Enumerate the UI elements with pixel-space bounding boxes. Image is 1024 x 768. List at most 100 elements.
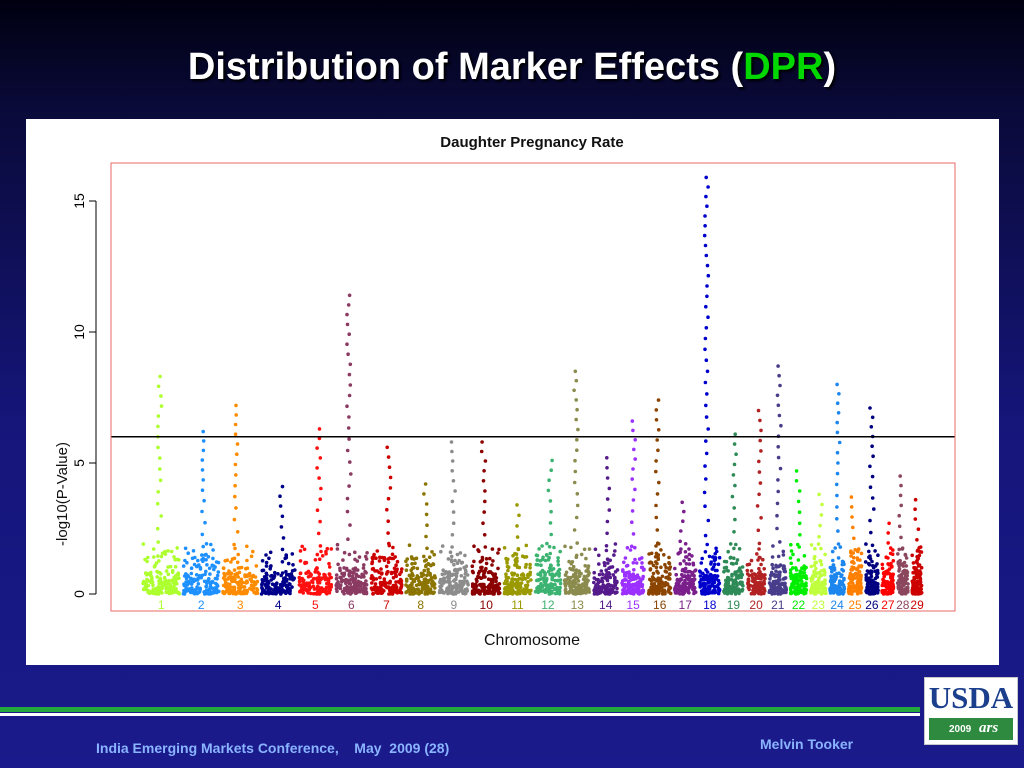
marker-point (705, 294, 709, 299)
marker-point (273, 586, 277, 591)
marker-point (338, 568, 342, 573)
marker-point (703, 464, 707, 468)
marker-point (717, 581, 722, 586)
marker-point (859, 573, 863, 578)
marker-point (345, 404, 349, 409)
marker-point (757, 541, 762, 546)
marker-point (864, 575, 868, 580)
marker-point (582, 547, 587, 552)
marker-point (865, 569, 870, 573)
marker-point (244, 566, 248, 571)
marker-point (640, 561, 644, 565)
marker-point (319, 486, 323, 491)
marker-point (196, 558, 200, 563)
marker-point (918, 576, 922, 580)
marker-point (254, 564, 259, 568)
marker-point (910, 553, 914, 558)
marker-point (706, 273, 711, 278)
marker-point (425, 546, 429, 551)
marker-point (780, 588, 784, 592)
marker-point (849, 584, 853, 589)
marker-point (849, 550, 853, 555)
marker-point (291, 563, 295, 567)
marker-point (513, 563, 517, 567)
marker-point (818, 573, 823, 577)
marker-point (355, 568, 360, 572)
marker-point (913, 507, 917, 512)
marker-point (389, 570, 394, 575)
marker-point (556, 559, 560, 563)
marker-point (717, 555, 722, 560)
marker-point (835, 430, 840, 435)
marker-point (284, 553, 289, 557)
marker-point (347, 293, 352, 298)
marker-point (896, 586, 901, 590)
marker-point (387, 543, 392, 548)
marker-point (196, 582, 201, 586)
marker-point (149, 580, 153, 585)
marker-point (867, 549, 871, 554)
marker-point (735, 583, 739, 587)
marker-point (385, 445, 390, 450)
marker-point (272, 583, 277, 588)
marker-point (630, 419, 635, 423)
marker-point (201, 544, 205, 549)
marker-point (283, 576, 287, 580)
marker-point (301, 578, 306, 583)
marker-point (378, 584, 383, 589)
marker-point (798, 583, 803, 587)
marker-point (777, 570, 781, 575)
marker-point (768, 582, 773, 587)
marker-point (868, 464, 872, 469)
marker-point (647, 561, 652, 565)
marker-point (662, 553, 666, 557)
marker-point (610, 565, 615, 569)
marker-point (847, 582, 851, 586)
marker-point (281, 536, 286, 540)
marker-point (627, 580, 631, 584)
marker-point (632, 568, 636, 572)
marker-point (290, 574, 294, 578)
marker-point (384, 572, 389, 576)
chromosome-label: 22 (792, 598, 806, 612)
marker-point (304, 571, 308, 575)
marker-point (685, 570, 690, 574)
marker-point (210, 579, 215, 584)
marker-point (259, 592, 264, 596)
marker-point (215, 583, 219, 587)
marker-point (832, 573, 837, 577)
marker-point (354, 572, 359, 577)
marker-point (394, 573, 398, 577)
marker-point (563, 587, 568, 592)
marker-point (608, 587, 613, 592)
marker-point (371, 566, 376, 571)
marker-point (386, 455, 391, 459)
marker-point (158, 478, 163, 483)
marker-point (702, 490, 707, 495)
marker-point (856, 549, 860, 554)
marker-point (272, 574, 277, 578)
marker-point (819, 569, 824, 573)
marker-point (836, 529, 840, 533)
marker-point (410, 581, 414, 585)
marker-point (320, 576, 324, 580)
marker-point (502, 591, 507, 595)
marker-point (344, 581, 348, 585)
marker-point (705, 284, 709, 288)
marker-point (215, 577, 219, 581)
marker-point (350, 576, 355, 581)
marker-point (465, 573, 470, 577)
marker-point (759, 592, 764, 596)
marker-point (664, 570, 669, 574)
marker-point (574, 555, 579, 559)
marker-point (835, 505, 839, 509)
marker-point (452, 562, 456, 567)
marker-point (690, 573, 694, 577)
marker-point (195, 586, 200, 591)
marker-point (478, 582, 483, 587)
marker-point (899, 562, 904, 567)
marker-point (713, 552, 717, 556)
marker-point (705, 392, 709, 396)
marker-point (322, 572, 326, 577)
marker-point (857, 570, 862, 574)
